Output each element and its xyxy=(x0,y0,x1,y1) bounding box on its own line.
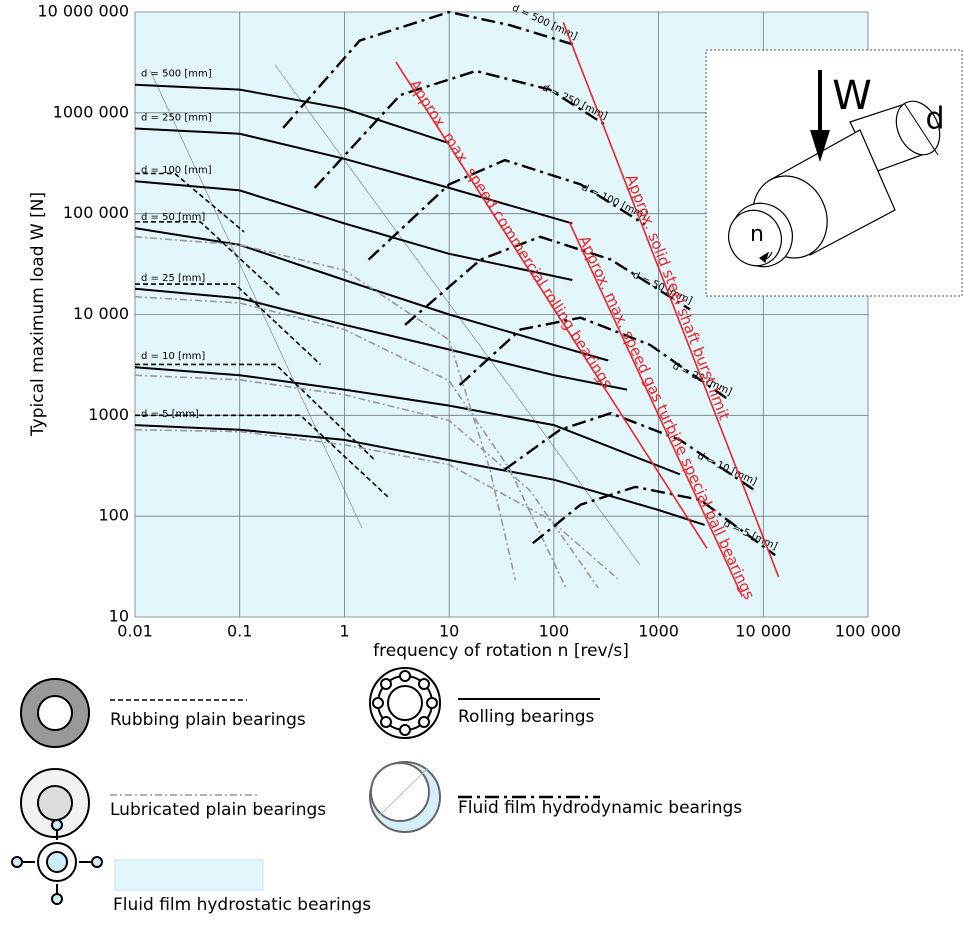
curve-label: d = 500 [mm] xyxy=(141,69,212,80)
x-tick-label: 100 xyxy=(539,622,570,641)
chart: 0.010.1110100100010 000100 0001010010001… xyxy=(0,0,964,945)
y-tick-label: 100 000 xyxy=(63,203,129,222)
inset-diameter: d xyxy=(925,102,944,137)
inset-speed: n xyxy=(750,222,764,247)
y-tick-label: 10 xyxy=(109,607,129,626)
x-tick-label: 10 xyxy=(439,622,459,641)
legend-swatch xyxy=(115,860,263,890)
y-tick-label: 1000 000 xyxy=(53,102,129,121)
curve-label: d = 10 [mm] xyxy=(141,351,205,362)
y-tick-label: 1000 xyxy=(88,405,129,424)
inset: W d n xyxy=(706,50,962,296)
curve-label: d = 5 [mm] xyxy=(141,409,199,420)
x-tick-label: 1000 xyxy=(638,622,679,641)
y-tick-label: 10 000 xyxy=(73,304,129,323)
legend-label: Rolling bearings xyxy=(458,707,595,727)
y-axis-label: Typical maximum load W [N] xyxy=(28,192,48,437)
curve-label: d = 100 [mm] xyxy=(141,165,212,176)
curve-label: d = 250 [mm] xyxy=(141,112,212,123)
x-axis-label: frequency of rotation n [rev/s] xyxy=(373,641,629,661)
x-tick-label: 10 000 xyxy=(735,622,791,641)
legend-label: Fluid film hydrodynamic bearings xyxy=(458,798,742,818)
x-tick-label: 0.1 xyxy=(227,622,252,641)
page: 0.010.1110100100010 000100 0001010010001… xyxy=(0,0,964,949)
y-tick-label: 100 xyxy=(98,506,129,525)
y-tick-label: 10 000 000 xyxy=(37,2,129,21)
curve-label: d = 50 [mm] xyxy=(141,212,205,223)
x-tick-label: 100 000 xyxy=(835,622,901,641)
inset-load: W xyxy=(832,73,872,119)
curve-label: d = 25 [mm] xyxy=(141,273,205,284)
legend-label: Rubbing plain bearings xyxy=(110,710,306,730)
legend-label: Fluid film hydrostatic bearings xyxy=(113,895,371,915)
x-tick-label: 1 xyxy=(339,622,349,641)
legend-label: Lubricated plain bearings xyxy=(110,800,326,820)
